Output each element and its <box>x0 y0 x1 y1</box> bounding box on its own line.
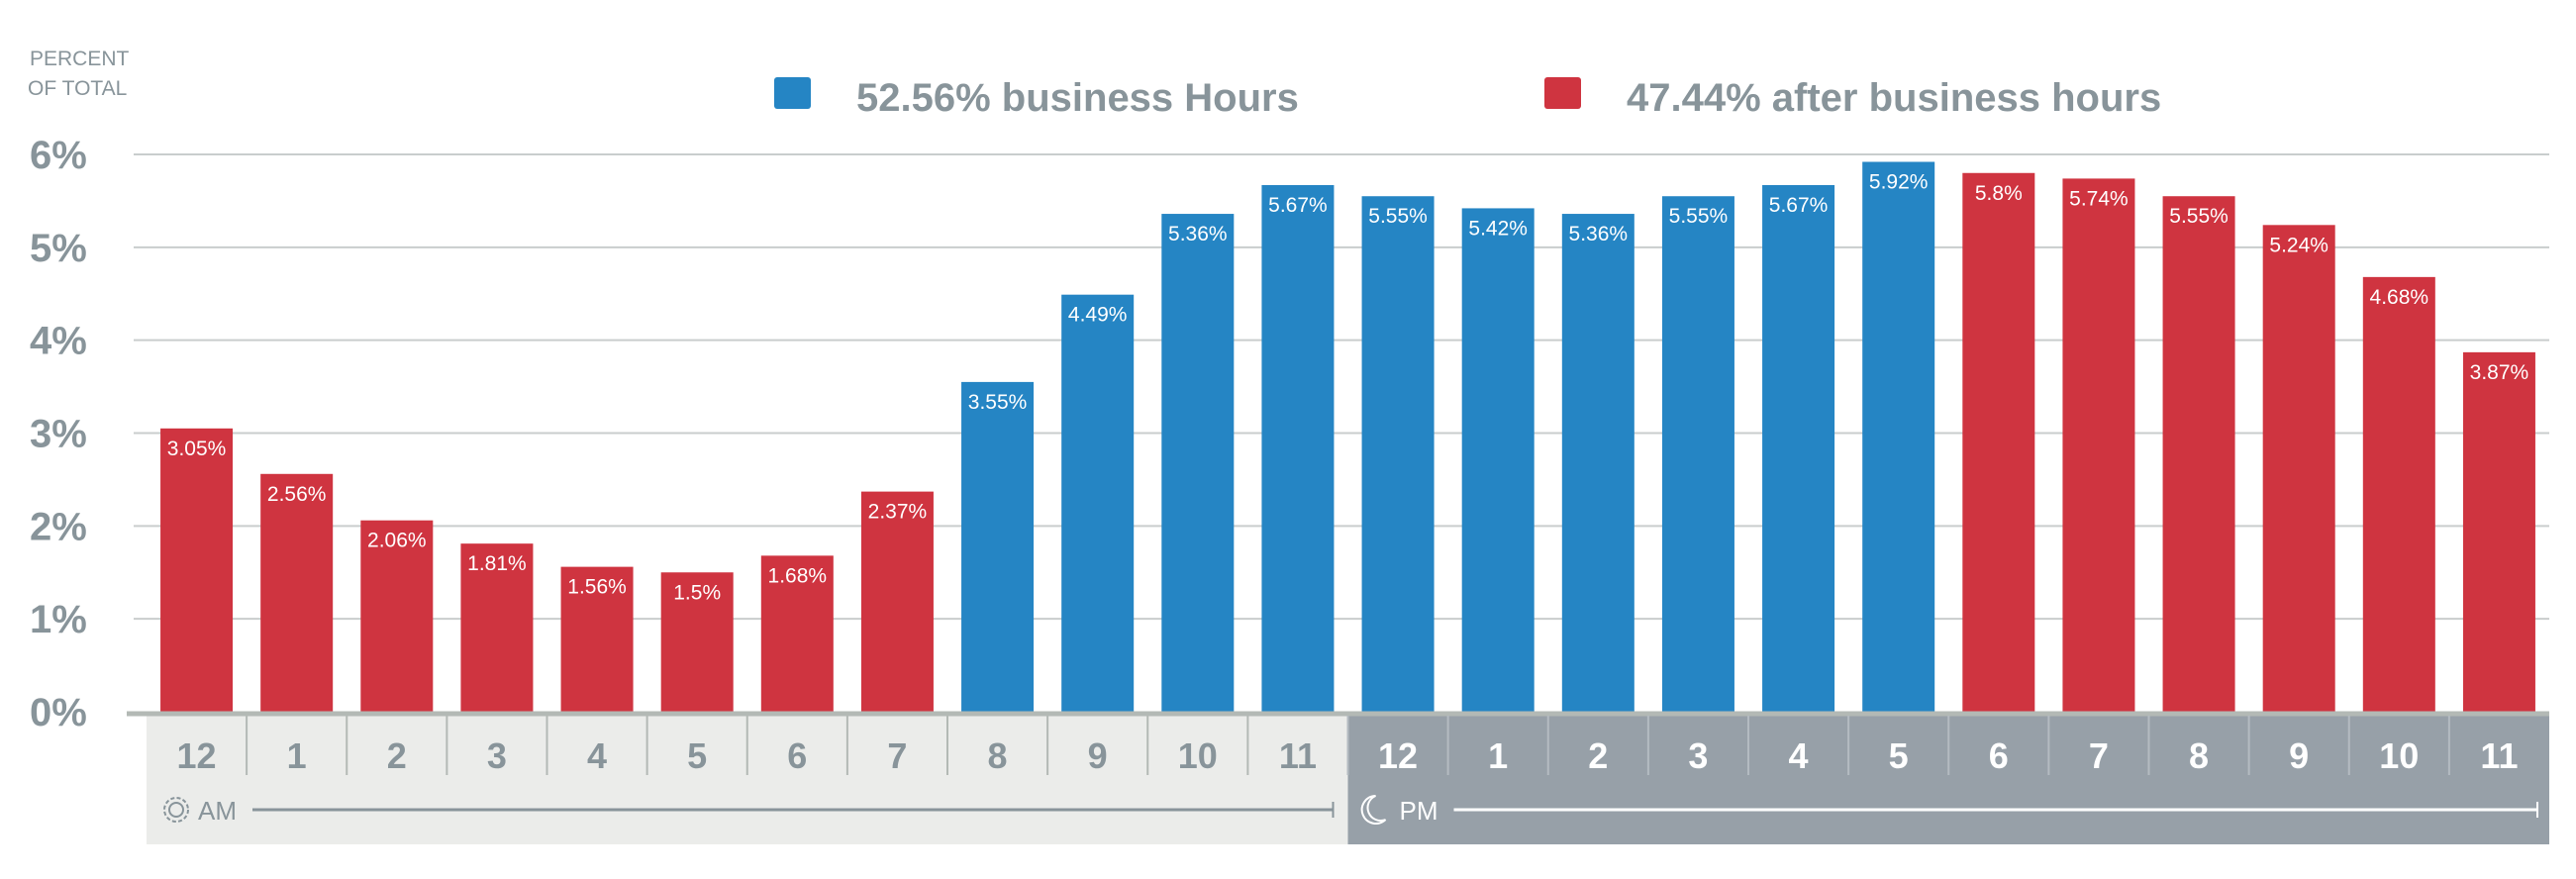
bar <box>1962 172 2035 712</box>
x-tick-label: 8 <box>2189 735 2209 776</box>
y-axis-title-line2: OF TOTAL <box>28 77 127 100</box>
x-tick-label: 3 <box>1688 735 1708 776</box>
x-tick-label: 10 <box>1178 735 1218 776</box>
legend: 52.56% business Hours 47.44% after busin… <box>774 76 2161 120</box>
bar <box>760 555 834 712</box>
bar <box>1061 294 1135 712</box>
y-tick-label: 1% <box>30 598 87 641</box>
x-tick-label: 2 <box>1588 735 1608 776</box>
x-tick-label: 2 <box>387 735 407 776</box>
bar <box>961 381 1035 712</box>
x-tick-label: 5 <box>687 735 707 776</box>
bar-value-label: 5.55% <box>1669 205 1729 228</box>
bar-value-label: 3.55% <box>968 391 1028 414</box>
x-tick-label: 4 <box>1789 735 1809 776</box>
x-tick-label: 12 <box>1378 735 1418 776</box>
y-axis-title-line1: PERCENT <box>30 48 130 70</box>
bar <box>160 428 234 712</box>
am-label: AM <box>198 796 237 826</box>
bar <box>260 473 334 712</box>
x-tick-label: 1 <box>287 735 307 776</box>
bar <box>1161 214 1235 712</box>
bar-value-label: 5.8% <box>1975 182 2023 205</box>
bar-value-label: 5.55% <box>2169 205 2229 228</box>
bar-value-label: 1.56% <box>567 576 627 599</box>
x-tick-label: 1 <box>1488 735 1508 776</box>
sun-rays <box>163 797 189 823</box>
x-tick-label: 11 <box>1279 735 1317 776</box>
legend-swatch-after-hours <box>1544 77 1581 109</box>
x-tick-label: 10 <box>2379 735 2419 776</box>
bar <box>1261 184 1335 713</box>
bar <box>1361 196 1435 713</box>
bar-value-label: 5.67% <box>1268 194 1328 217</box>
bar <box>1461 208 1535 712</box>
bar <box>1862 161 1935 713</box>
bar-value-label: 4.49% <box>1068 304 1128 327</box>
bar <box>2362 276 2435 712</box>
x-tick-label: 6 <box>787 735 807 776</box>
x-tick-label: 12 <box>177 735 217 776</box>
x-tick-label: 7 <box>887 735 907 776</box>
sun-icon <box>163 797 189 823</box>
bar <box>360 520 434 712</box>
y-tick-label: 6% <box>30 134 87 177</box>
bar <box>2062 178 2135 712</box>
bar-value-label: 5.24% <box>2269 234 2328 256</box>
x-tick-label: 5 <box>1889 735 1909 776</box>
legend-label-after-hours: 47.44% after business hours <box>1627 76 2161 120</box>
legend-swatch-business <box>774 77 811 109</box>
pm-label: PM <box>1400 796 1438 826</box>
y-tick-label: 5% <box>30 227 87 270</box>
bar-value-label: 3.05% <box>167 438 227 460</box>
bar-value-label: 5.74% <box>2069 187 2129 210</box>
x-tick-label: 3 <box>487 735 507 776</box>
bar-value-label: 5.42% <box>1468 217 1528 240</box>
bar-value-label: 5.67% <box>1769 194 1829 217</box>
x-tick-label: 8 <box>988 735 1008 776</box>
bar <box>2462 351 2535 712</box>
x-tick-label: 4 <box>587 735 607 776</box>
bar <box>1561 214 1635 712</box>
bar <box>560 566 634 712</box>
x-tick-label: 11 <box>2480 735 2518 776</box>
bar-value-label: 5.36% <box>1168 223 1228 245</box>
bar <box>860 491 934 712</box>
bar-value-label: 4.68% <box>2370 286 2429 309</box>
y-tick-label: 3% <box>30 413 87 456</box>
bar <box>1661 196 1734 713</box>
bar <box>2162 196 2235 713</box>
x-tick-label: 9 <box>1088 735 1108 776</box>
bar-value-label: 5.92% <box>1869 171 1929 194</box>
bar-value-label: 2.06% <box>367 530 427 552</box>
moon-icon <box>1360 795 1387 825</box>
bar-value-label: 5.36% <box>1569 223 1629 245</box>
x-tick-label: 9 <box>2289 735 2309 776</box>
bar-value-label: 1.81% <box>467 552 527 575</box>
x-tick-label: 7 <box>2089 735 2109 776</box>
bar <box>1762 184 1835 713</box>
y-tick-label: 0% <box>30 691 87 734</box>
bar-value-label: 2.37% <box>868 501 928 524</box>
bar <box>660 572 734 712</box>
bar <box>2262 225 2335 712</box>
bar-value-label: 1.5% <box>673 581 721 604</box>
x-tick-label: 6 <box>1989 735 2009 776</box>
y-tick-label: 2% <box>30 505 87 548</box>
bar-value-label: 3.87% <box>2470 361 2529 384</box>
bar-value-label: 5.55% <box>1368 205 1428 228</box>
bar-value-label: 1.68% <box>768 564 828 587</box>
y-tick-label: 4% <box>30 320 87 363</box>
bar <box>460 543 534 712</box>
bar-value-label: 2.56% <box>267 483 327 506</box>
legend-label-business: 52.56% business Hours <box>856 76 1299 120</box>
sun-core <box>168 802 184 818</box>
